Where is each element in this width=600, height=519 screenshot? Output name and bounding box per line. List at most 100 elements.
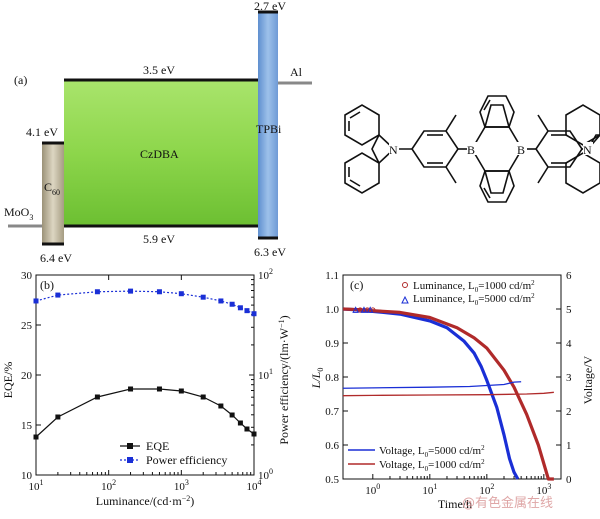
panel-c-ylabel-right: Voltage/V bbox=[581, 355, 595, 404]
panel-c-ytick-label: 0.6 bbox=[325, 440, 339, 452]
legend-pe-label: Power efficiency bbox=[146, 453, 227, 467]
eqe-point bbox=[218, 403, 224, 409]
panel-c-xtick-label: 102 bbox=[479, 482, 494, 497]
panel-b-ytick-label: 25 bbox=[21, 320, 33, 332]
diborin-core bbox=[471, 95, 523, 203]
energy-level-diagram: (a) MoO3 4.1 eV 6.4 eV C60 3.5 eV CzDBA … bbox=[4, 0, 312, 265]
eqe-point bbox=[33, 434, 39, 440]
panel-b-xtick-label: 101 bbox=[29, 478, 44, 493]
c60-block bbox=[42, 143, 64, 244]
left-xylyl-ring bbox=[411, 114, 459, 184]
power-efficiency-point bbox=[244, 308, 250, 314]
eqe-point bbox=[128, 386, 134, 392]
eqe-point bbox=[156, 386, 162, 392]
voltage-line bbox=[342, 381, 522, 389]
legend-v1000: Voltage, L0=1000 cd/m2 bbox=[379, 458, 485, 473]
panel-c-xlabel: Time/h bbox=[438, 497, 472, 511]
panel-c-ytick-right-label: 3 bbox=[566, 372, 572, 384]
panel-c-ytick-right-label: 1 bbox=[566, 440, 572, 452]
panel-c-legend-bottom: Voltage, L0=5000 cd/m2 Voltage, L0=1000 … bbox=[348, 444, 485, 473]
c60-bottom-energy: 6.4 eV bbox=[40, 251, 72, 265]
eqe-point bbox=[200, 394, 206, 400]
panel-b-frame bbox=[35, 274, 255, 476]
panel-c-xtick-label: 100 bbox=[365, 482, 380, 497]
panel-b-xlabel: Luminance/(cd·m−2) bbox=[96, 494, 194, 508]
czdba-block bbox=[64, 80, 258, 226]
atom-b-right: B bbox=[517, 143, 525, 157]
panel-c-ytick-right-label: 0 bbox=[566, 474, 572, 486]
panel-c-ytick-right-label: 6 bbox=[566, 270, 572, 282]
panel-b-ytick-right-label: 102 bbox=[258, 267, 273, 282]
panel-b-ytick-right-label: 100 bbox=[258, 467, 273, 482]
power-efficiency-point bbox=[178, 291, 184, 297]
eqe-point bbox=[94, 394, 100, 400]
c60-top-energy: 4.1 eV bbox=[26, 125, 58, 139]
panel-b-chart: (b) 101 102 103 104 10 15 20 25 30 100 101 102 EQE/… bbox=[1, 267, 291, 508]
luminance-5000-marker bbox=[366, 306, 374, 313]
panel-c-ylabel-left: L/L0 bbox=[309, 368, 325, 390]
luminance-5000-marker bbox=[352, 306, 359, 313]
panel-b-ticks: 101 102 103 104 10 15 20 25 30 100 101 102 bbox=[21, 267, 273, 493]
tpbi-bottom-energy: 6.3 eV bbox=[254, 245, 286, 259]
power-efficiency-point bbox=[94, 289, 100, 295]
czdba-bottom-energy: 5.9 eV bbox=[143, 232, 175, 246]
power-efficiency-point bbox=[156, 289, 162, 295]
eqe-point bbox=[55, 414, 61, 420]
power-efficiency-point bbox=[218, 298, 224, 304]
panel-b-xtick-label: 103 bbox=[174, 478, 189, 493]
panel-c-ytick-right-label: 4 bbox=[566, 338, 572, 350]
panel-b-series bbox=[33, 288, 257, 440]
panel-b-ytick-label: 15 bbox=[21, 420, 33, 432]
legend-lum1000: Luminance, L0=1000 cd/m2 bbox=[413, 279, 535, 294]
eqe-line bbox=[35, 388, 255, 438]
power-efficiency-point bbox=[229, 301, 235, 307]
czdba-top-energy: 3.5 eV bbox=[143, 63, 175, 77]
tpbi-top-energy: 2.7 eV bbox=[254, 0, 286, 13]
panel-c-ytick-label: 0.8 bbox=[325, 372, 339, 384]
panel-b-ytick-right-label: 101 bbox=[258, 367, 273, 382]
eqe-point bbox=[237, 420, 243, 426]
eqe-point bbox=[178, 388, 184, 394]
legend-v5000: Voltage, L0=5000 cd/m2 bbox=[379, 444, 485, 459]
molecule-atom-labels: N B B N bbox=[389, 142, 593, 157]
power-efficiency-point bbox=[251, 311, 257, 317]
panel-b-ytick-label: 20 bbox=[21, 370, 33, 382]
panel-b-ylabel-right: Power efficiency/(lm·W−1) bbox=[277, 315, 291, 444]
eqe-point bbox=[229, 412, 235, 418]
czdba-label: CzDBA bbox=[140, 147, 179, 161]
tpbi-block bbox=[258, 12, 278, 238]
panel-b-ytick-label: 30 bbox=[21, 270, 33, 282]
panel-b-xtick-label: 104 bbox=[247, 478, 262, 493]
panel-c-ytick-right-label: 2 bbox=[566, 406, 572, 418]
panel-c-xtick-label: 103 bbox=[536, 482, 551, 497]
panel-c-legend-top: Luminance, L0=1000 cd/m2 Luminance, L0=5… bbox=[401, 279, 535, 307]
legend-lum1000-marker bbox=[402, 282, 408, 288]
panel-c-ytick-label: 0.7 bbox=[325, 406, 339, 418]
panel-c-ytick-label: 0.9 bbox=[325, 338, 339, 350]
legend-eqe-marker bbox=[127, 443, 133, 449]
panel-c-ytick-label: 1.0 bbox=[325, 304, 339, 316]
panel-c-label: (c) bbox=[350, 278, 363, 292]
luminance-decay-line bbox=[342, 307, 554, 481]
atom-n-right: N bbox=[583, 143, 592, 157]
power-efficiency-point bbox=[200, 294, 206, 300]
panel-c-ytick-label: 1.1 bbox=[325, 270, 339, 282]
watermark: @有色金属在线 bbox=[462, 495, 553, 511]
panel-c-ytick-label: 0.5 bbox=[325, 474, 339, 486]
legend-lum5000-marker bbox=[401, 295, 409, 304]
panel-c-xtick-label: 101 bbox=[422, 482, 437, 497]
panel-a-label: (a) bbox=[14, 73, 27, 87]
power-efficiency-point bbox=[128, 288, 134, 294]
panel-c-series bbox=[342, 306, 554, 481]
power-efficiency-point bbox=[55, 292, 61, 298]
right-xylyl-ring bbox=[535, 114, 583, 184]
legend-eqe-label: EQE bbox=[146, 439, 169, 453]
panel-b-label: (b) bbox=[40, 278, 54, 292]
luminance-5000-marker bbox=[360, 306, 368, 313]
tpbi-label: TPBi bbox=[256, 122, 282, 136]
moo3-label: MoO3 bbox=[4, 205, 33, 222]
panel-c-chart: (c) 100 101 102 103 0.5 0.6 0.7 0.8 0.9 1.0 1.1 0 1 2… bbox=[309, 270, 595, 511]
panel-b-legend: EQE Power efficiency bbox=[120, 439, 227, 467]
